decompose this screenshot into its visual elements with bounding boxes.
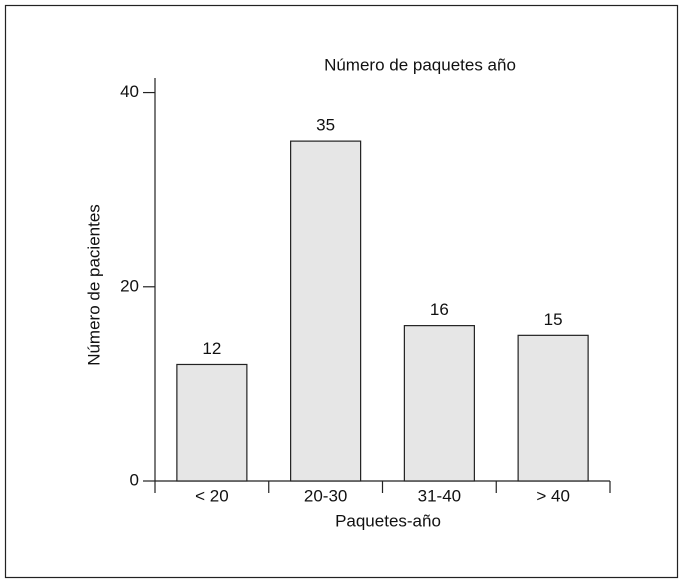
value-label: 15 — [544, 310, 563, 329]
frame — [4, 4, 679, 579]
x-tick-label: 31-40 — [418, 486, 461, 505]
y-tick-label: 20 — [120, 276, 139, 295]
bar — [403, 325, 475, 482]
x-tick-label: 20-30 — [304, 486, 347, 505]
y-tick-label: 40 — [120, 82, 139, 101]
bar — [290, 140, 362, 482]
value-label: 12 — [202, 339, 221, 358]
y-tick-label: 0 — [130, 470, 139, 489]
chart-title: Número de paquetes año — [324, 55, 516, 74]
x-axis-label: Paquetes-año — [335, 511, 441, 530]
value-label: 35 — [316, 116, 335, 135]
x-tick-label: < 20 — [195, 486, 229, 505]
bar — [176, 363, 248, 482]
y-axis-label: Número de pacientes — [84, 204, 103, 366]
bar — [517, 334, 589, 482]
x-tick-label: > 40 — [536, 486, 570, 505]
value-label: 16 — [430, 300, 449, 319]
